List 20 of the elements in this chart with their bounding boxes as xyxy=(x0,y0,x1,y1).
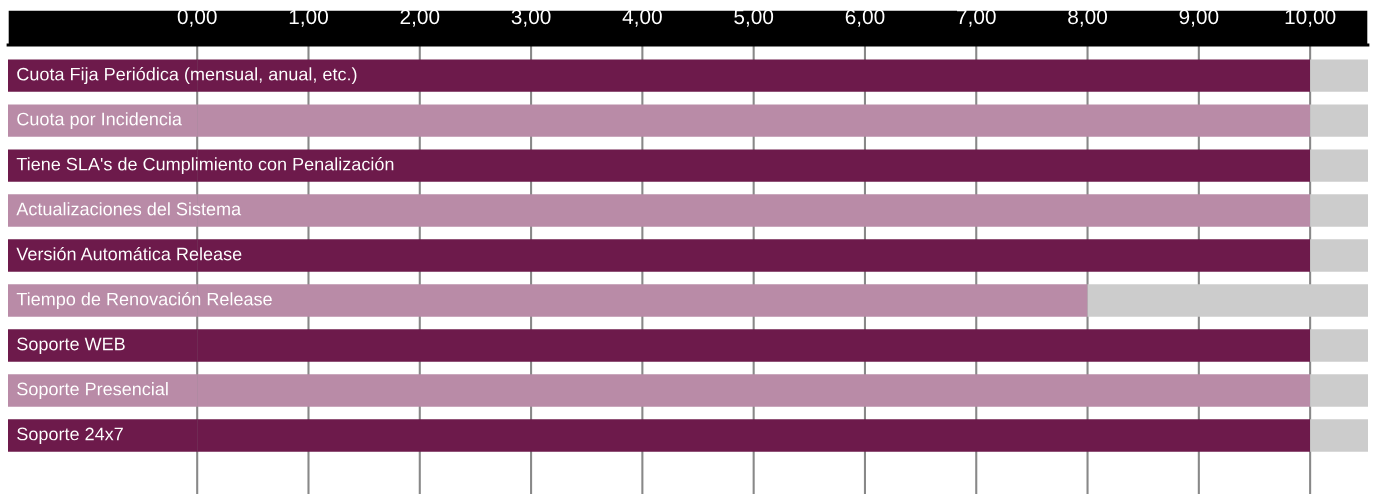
x-tick-label: 2,00 xyxy=(400,9,440,27)
x-tick-label: 0,00 xyxy=(177,9,217,27)
y-tick-label: Versión Automática Release xyxy=(16,246,242,261)
x-tick-label: 6,00 xyxy=(845,9,885,27)
y-tick-label: Actualizaciones del Sistema xyxy=(16,202,242,216)
x-tick-label: 3,00 xyxy=(511,9,551,27)
x-tick-label: 9,00 xyxy=(1179,9,1219,27)
x-tick-label: 4,00 xyxy=(622,9,662,27)
x-tick-label: 8,00 xyxy=(1068,9,1107,27)
y-tick-label: Tiempo de Renovación Release xyxy=(16,292,272,310)
y-tick-label: Cuota por Incidencia xyxy=(17,112,182,129)
y-tick-label: Soporte Presencial xyxy=(17,382,168,399)
x-tick-label: 7,00 xyxy=(957,9,996,27)
y-tick-label: Cuota Fija Periódica (mensual, anual, etc.) xyxy=(17,67,357,85)
y-tick-label: Soporte WEB xyxy=(17,337,125,354)
y-tick-label: Tiene SLA's de Cumplimiento con Penalización xyxy=(16,157,394,175)
x-tick-label: 10,00 xyxy=(1285,9,1336,27)
x-tick-label: 5,00 xyxy=(734,9,774,27)
x-tick-label: 1,00 xyxy=(289,9,328,27)
y-tick-label: Soporte 24x7 xyxy=(17,427,123,444)
